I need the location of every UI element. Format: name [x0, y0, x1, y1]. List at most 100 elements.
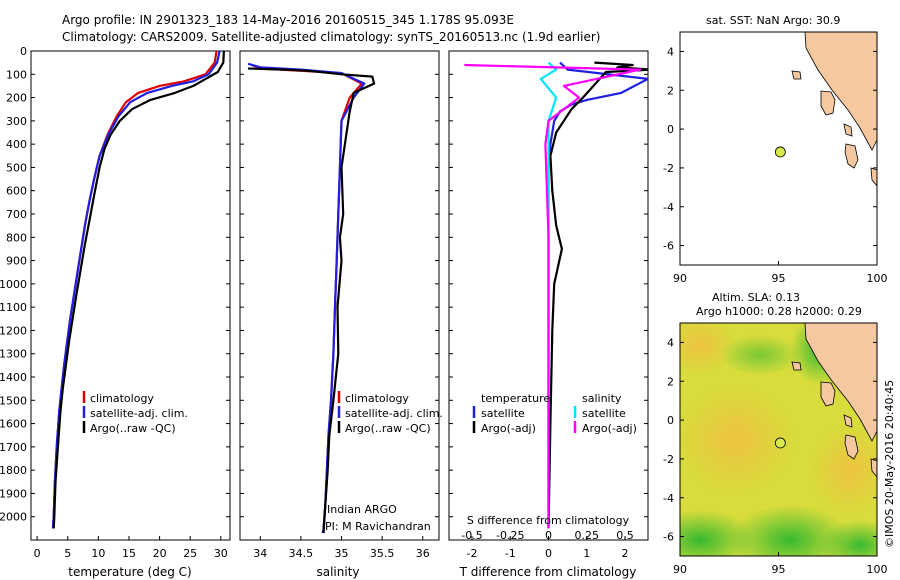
- island-shape: [843, 123, 853, 137]
- depth-tick-label: 700: [6, 208, 27, 221]
- depth-tick-label: 1200: [0, 324, 27, 337]
- t-difference-tick-label: -1: [505, 547, 516, 560]
- temperature-tick-label: 30: [214, 547, 228, 560]
- temperature-tick-label: 5: [64, 547, 71, 560]
- depth-tick-label: 1500: [0, 394, 27, 407]
- sla-high-patch: [680, 385, 795, 495]
- legend-satellite: satellite-adj. clim.: [90, 407, 188, 420]
- latitude-tick-label: -6: [663, 240, 674, 253]
- salinity-plot-frame: [239, 50, 440, 541]
- island-shape: [844, 143, 859, 169]
- latitude-tick-label: -4: [663, 201, 674, 214]
- island-shape: [820, 381, 836, 407]
- depth-tick-label: 1700: [0, 441, 27, 454]
- sla-low-patch: [730, 505, 850, 556]
- sst-map-land: [791, 31, 878, 188]
- argo-raw-qc-line: [52, 51, 225, 529]
- sla-map-panel: Altim. SLA: 0.13 Argo h1000: 0.28 h2000:…: [663, 291, 887, 576]
- legend-argo: Argo(..raw -QC): [345, 422, 431, 435]
- legend-argo: Argo(..raw -QC): [90, 422, 176, 435]
- difference-legend: temperature satellite Argo(-adj) salinit…: [472, 392, 637, 435]
- depth-tick-label: 200: [6, 92, 27, 105]
- legend-s-satellite: satellite: [582, 407, 626, 420]
- credit-label: ©IMOS 20-May-2016 20:40:45: [883, 380, 896, 548]
- legend-t-argo: Argo(-adj): [481, 422, 536, 435]
- temperature-tick-label: 25: [183, 547, 197, 560]
- depth-tick-label: 1900: [0, 487, 27, 500]
- sla-low-patch: [820, 520, 877, 556]
- temperature-x-label: temperature (deg C): [68, 565, 191, 579]
- island-shape: [791, 361, 802, 371]
- argo-float-marker: [774, 437, 786, 449]
- temperature-legend: climatology satellite-adj. clim. Argo(..…: [82, 391, 188, 435]
- sla-map-axes: 90 95 100 -6 -4 -2 0 2 4: [663, 336, 887, 576]
- difference-axes: -2 -1 0 1 2 -0.5 -0.25 0 0.25 0.5: [449, 50, 648, 560]
- salinity-series: [247, 62, 376, 534]
- sst-map-panel: sat. SST: NaN Argo: 30.9 90 95 100 -6 -4 -2 0 2…: [663, 14, 887, 285]
- legend-temperature-heading: temperature: [481, 392, 550, 405]
- depth-tick-label: 1600: [0, 418, 27, 431]
- temperature-satellite-line: [547, 61, 648, 529]
- t-difference-tick-label: 2: [622, 547, 629, 560]
- temperature-x-axis: 0 5 10 15 20 25 30: [34, 536, 228, 560]
- t-difference-tick-label: 1: [583, 547, 590, 560]
- island-shape: [844, 434, 859, 460]
- sla-heatmap: [680, 323, 877, 556]
- latitude-tick-label: 0: [667, 123, 674, 136]
- longitude-tick-label: 90: [673, 272, 687, 285]
- argo-float-marker: [774, 146, 786, 158]
- s-difference-tick-label: -0.25: [496, 529, 524, 542]
- depth-tick-label: 1100: [0, 301, 27, 314]
- island-shape: [843, 414, 853, 428]
- t-difference-label: T difference from climatology: [459, 565, 637, 579]
- depth-tick-label: 300: [6, 115, 27, 128]
- depth-tick-label: 800: [6, 231, 27, 244]
- salinity-axes: 34 34.5 35 35.5 36: [240, 50, 439, 560]
- s-difference-tick-label: 0: [545, 529, 552, 542]
- pi-label: PI: M Ravichandran: [325, 520, 431, 533]
- temperature-tick-label: 20: [153, 547, 167, 560]
- legend-t-satellite: satellite: [481, 407, 525, 420]
- latitude-tick-label: -2: [663, 453, 674, 466]
- s-difference-label: S difference from climatology: [467, 514, 630, 527]
- legend-salinity-heading: salinity: [582, 392, 622, 405]
- salinity-tick-label: 35.5: [370, 547, 395, 560]
- depth-tick-label: 900: [6, 255, 27, 268]
- sst-map-title: sat. SST: NaN Argo: 30.9: [706, 14, 840, 27]
- temperature-tick-label: 0: [34, 547, 41, 560]
- s-difference-tick-label: -0.5: [461, 529, 482, 542]
- depth-tick-label: 1400: [0, 371, 27, 384]
- temperature-argo-adj-line: [547, 61, 648, 529]
- t-difference-tick-label: -2: [466, 547, 477, 560]
- legend-climatology: climatology: [90, 392, 154, 405]
- sumatra-coast: [804, 323, 877, 442]
- s-difference-tick-label: 0.25: [575, 529, 600, 542]
- depth-tick-label: 500: [6, 161, 27, 174]
- depth-tick-label: 1800: [0, 464, 27, 477]
- sla-high-patch: [680, 323, 735, 375]
- depth-tick-label: 1300: [0, 348, 27, 361]
- latitude-tick-label: 4: [667, 336, 674, 349]
- longitude-tick-label: 95: [772, 563, 786, 576]
- salinity-tick-label: 36: [416, 547, 430, 560]
- salinity-argo-adj-line: [464, 63, 642, 529]
- figure-title-line1: Argo profile: IN 2901323_183 14-May-2016…: [62, 13, 514, 27]
- latitude-tick-label: 0: [667, 414, 674, 427]
- depth-tick-label: 0: [20, 45, 27, 58]
- temperature-plot-frame: [30, 50, 231, 541]
- sla-high-patch: [810, 425, 877, 515]
- depth-tick-label: 1000: [0, 278, 27, 291]
- latitude-tick-label: -2: [663, 162, 674, 175]
- latitude-tick-label: 4: [667, 45, 674, 58]
- temperature-tick-label: 10: [91, 547, 105, 560]
- latitude-tick-label: -6: [663, 531, 674, 544]
- salinity-x-label: salinity: [316, 565, 359, 579]
- sst-map-axes: 90 95 100 -6 -4 -2 0 2 4: [663, 45, 887, 285]
- depth-tick-label: 400: [6, 138, 27, 151]
- difference-panel: -2 -1 0 1 2 -0.5 -0.25 0 0.25 0.5 S difference fr…: [448, 50, 649, 579]
- depth-tick-label: 2000: [0, 511, 27, 524]
- island-shape: [870, 458, 877, 478]
- t-difference-tick-label: 0: [545, 547, 552, 560]
- salinity-tick-label: 34: [253, 547, 267, 560]
